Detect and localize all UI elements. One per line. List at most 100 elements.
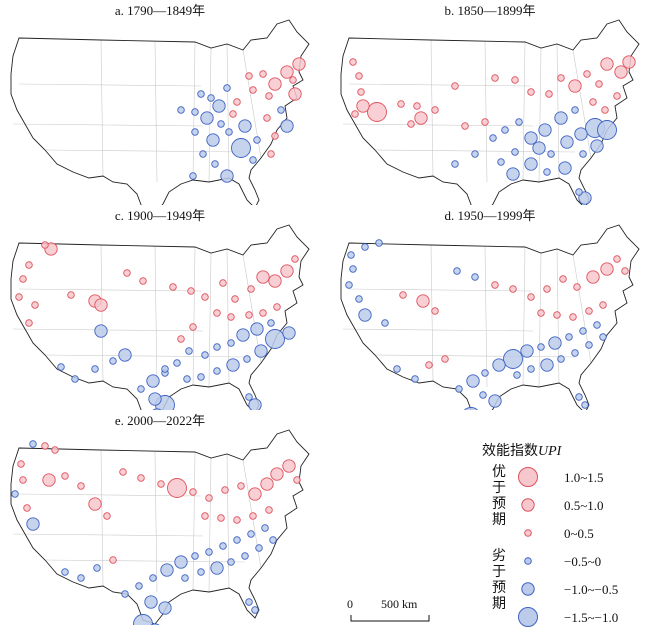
city-dot-below-expected <box>219 542 227 550</box>
map-layer <box>340 224 640 410</box>
city-dot-below-expected <box>243 355 251 363</box>
legend-circle <box>518 607 538 627</box>
city-dot-below-expected <box>597 120 617 140</box>
city-dot-above-expected <box>25 261 33 269</box>
city-dot-above-expected <box>15 293 23 301</box>
city-dot-above-expected <box>559 275 567 283</box>
city-dot-below-expected <box>280 119 294 133</box>
city-dot-above-expected <box>407 120 415 128</box>
legend-symbol <box>524 557 532 565</box>
city-dot-below-expected <box>593 321 601 329</box>
city-dot-below-expected <box>411 375 419 383</box>
city-dot-below-expected <box>226 358 240 372</box>
city-dot-above-expected <box>268 77 282 91</box>
city-dot-above-expected <box>119 468 127 476</box>
city-dot-below-expected <box>557 355 565 363</box>
city-dot-above-expected <box>23 504 31 512</box>
city-dot-below-expected <box>267 319 275 327</box>
city-dot-above-expected <box>256 270 270 284</box>
city-dot-above-expected <box>349 58 357 66</box>
map-layer <box>10 429 310 625</box>
city-dot-above-expected <box>351 110 359 118</box>
city-dot-below-expected <box>579 327 587 335</box>
city-dot-below-expected <box>185 347 193 355</box>
city-dot-above-expected <box>268 274 282 288</box>
city-dot-above-expected <box>280 264 294 278</box>
city-dot-above-expected <box>273 303 281 311</box>
city-dot-below-expected <box>554 111 568 125</box>
city-dot-below-expected <box>71 375 79 383</box>
city-dot-below-expected <box>158 601 172 615</box>
city-dot-below-expected <box>149 574 157 582</box>
city-dot-above-expected <box>17 460 25 468</box>
city-dot-above-expected <box>201 512 209 520</box>
city-dot-below-expected <box>207 94 215 102</box>
city-dot-above-expected <box>491 281 499 289</box>
city-dot-below-expected <box>565 333 573 341</box>
city-dot-below-expected <box>210 561 224 575</box>
city-dot-below-expected <box>599 333 607 341</box>
city-dot-above-expected <box>557 74 565 82</box>
city-dot-above-expected <box>357 88 365 96</box>
legend-item-label: 0.5~1.0 <box>564 498 604 513</box>
city-dot-above-expected <box>41 241 49 249</box>
city-dot-above-expected <box>94 298 108 312</box>
city-dot-below-expected <box>238 119 252 133</box>
legend-item-label: 1.0~1.5 <box>564 470 604 485</box>
legend-item-label: −0.5~0 <box>564 554 602 569</box>
city-dot-below-expected <box>585 341 593 349</box>
panel-title-e: e. 2000—2022年 <box>114 413 206 428</box>
city-dot-above-expected <box>189 488 197 496</box>
legend-item: −1.0~−0.5 <box>512 576 642 604</box>
city-dot-below-expected <box>581 401 589 409</box>
city-dot-below-expected <box>233 536 241 544</box>
legend-item: −0.5~0 <box>512 548 642 576</box>
state-borders <box>12 449 262 593</box>
city-dot-below-expected <box>94 324 108 338</box>
city-dot-above-expected <box>245 72 253 80</box>
city-dot-above-expected <box>355 72 363 80</box>
city-dot-below-expected <box>199 150 207 158</box>
city-dot-below-expected <box>213 367 221 375</box>
city-dot-above-expected <box>543 285 551 293</box>
city-dot-above-expected <box>137 474 145 482</box>
city-dot-below-expected <box>29 440 37 448</box>
legend: 效能指数UPI 优于预期 劣于预期 1.0~1.5 0.5~1.0 0~0.5 −0.… <box>478 440 648 627</box>
city-dot-above-expected <box>414 111 428 125</box>
map-layer <box>340 19 640 205</box>
city-dot-below-expected <box>247 530 255 538</box>
country-outline <box>340 224 640 410</box>
city-dot-below-expected <box>245 393 253 401</box>
city-dot-below-expected <box>217 120 225 128</box>
usa-map-c <box>10 224 310 410</box>
city-dot-above-expected <box>103 512 111 520</box>
city-dot-below-expected <box>225 128 233 136</box>
scale-distance-label: 500 km <box>381 597 418 611</box>
city-dot-above-expected <box>265 92 273 100</box>
city-dot-above-expected <box>205 494 213 502</box>
city-dot-above-expected <box>31 301 39 309</box>
city-dot-below-expected <box>197 373 205 381</box>
state-borders <box>12 244 262 388</box>
city-dot-above-expected <box>293 476 301 484</box>
city-dot-above-expected <box>491 74 499 82</box>
city-dot-below-expected <box>197 90 205 98</box>
city-dot-above-expected <box>289 76 297 84</box>
city-dot-above-expected <box>221 486 229 494</box>
city-dot-above-expected <box>245 311 253 319</box>
city-dot-below-expected <box>109 357 117 365</box>
city-dot-below-expected <box>358 308 372 322</box>
city-dot-above-expected <box>259 70 267 78</box>
city-dot-below-expected <box>453 267 461 275</box>
city-dot-above-expected <box>399 291 407 299</box>
city-dot-above-expected <box>19 275 27 283</box>
usa-map-d <box>340 224 640 410</box>
city-dot-above-expected <box>260 477 274 491</box>
city-dot-above-expected <box>227 313 235 321</box>
legend-symbol <box>518 607 538 627</box>
city-dot-below-expected <box>393 365 401 373</box>
legend-item: 0~0.5 <box>512 520 642 548</box>
city-dot-below-expected <box>189 172 197 180</box>
city-dot-below-expected <box>205 548 213 556</box>
city-dot-below-expected <box>255 544 263 552</box>
